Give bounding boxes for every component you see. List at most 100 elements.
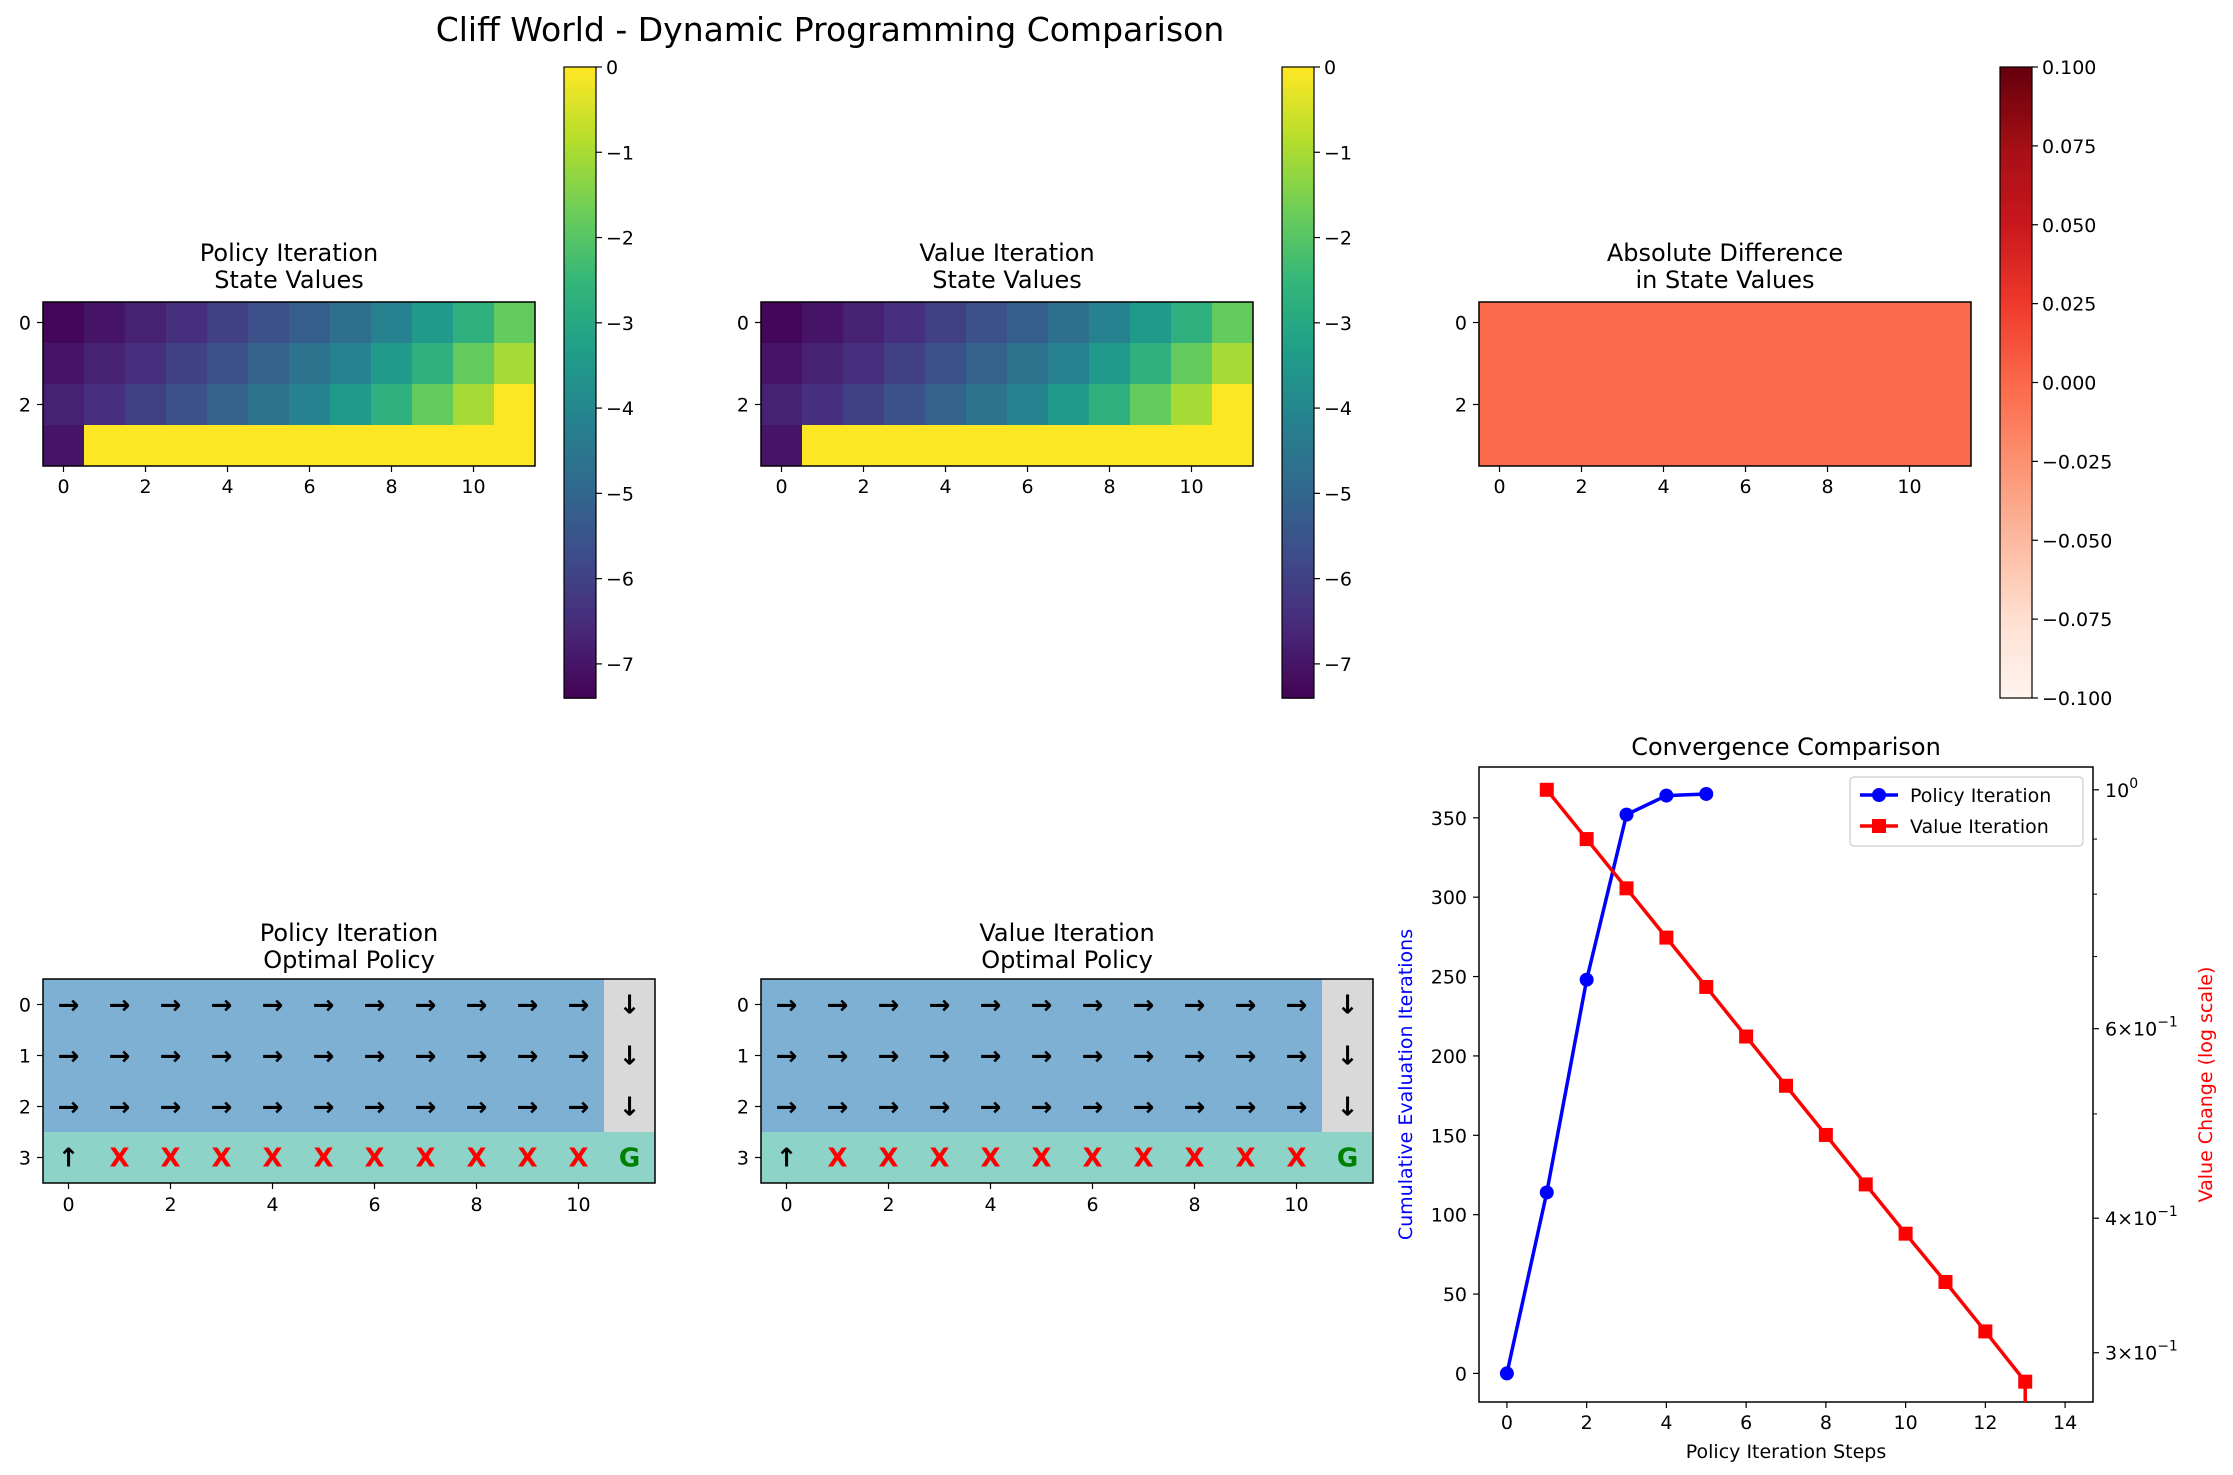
policy-cell — [94, 1030, 146, 1082]
heatmap-cell — [1643, 425, 1685, 467]
colorbar-segment — [2000, 303, 2032, 310]
colorbar-segment — [1282, 414, 1314, 421]
policy-cell — [43, 1081, 95, 1133]
colorbar-segment — [564, 135, 596, 142]
colorbar-segment — [1282, 445, 1314, 452]
colorbar-segment — [1282, 319, 1314, 326]
policy-cell — [451, 1030, 503, 1082]
legend-marker — [1872, 788, 1886, 802]
y-tick-label: 3 — [737, 1148, 749, 1170]
policy-cell — [604, 1030, 656, 1082]
policy-cell — [1067, 1030, 1119, 1082]
heatmap-cell — [1089, 302, 1131, 344]
policy-arrow: → — [827, 1042, 849, 1072]
colorbar-segment — [1282, 408, 1314, 415]
colorbar-segment — [1282, 109, 1314, 116]
policy-arrow: → — [1082, 1042, 1104, 1072]
colorbar-segment — [1282, 272, 1314, 279]
policy-cell — [965, 1081, 1017, 1133]
colorbar-segment — [564, 550, 596, 557]
policy-arrow: → — [1082, 1093, 1104, 1123]
policy-arrow: → — [827, 1093, 849, 1123]
cliff-marker: X — [466, 1144, 486, 1174]
colorbar-segment — [1282, 356, 1314, 363]
heatmap-cell — [412, 425, 454, 467]
colorbar-segment — [564, 571, 596, 578]
heatmap-cell — [802, 384, 844, 426]
heatmap-cell — [412, 343, 454, 385]
data-point — [1659, 930, 1674, 945]
policy-cell — [1169, 1132, 1221, 1184]
colorbar-segment — [2000, 361, 2032, 368]
colorbar-segment — [1282, 450, 1314, 457]
colorbar-segment — [564, 624, 596, 631]
colorbar-segment — [1282, 77, 1314, 84]
x-tick-label: 6 — [1021, 476, 1033, 498]
colorbar-segment — [2000, 377, 2032, 384]
policy-cell — [94, 1132, 146, 1184]
x-tick-label: 8 — [470, 1194, 482, 1216]
colorbar-segment — [2000, 198, 2032, 205]
colorbar-tick-label: −3 — [1324, 313, 1352, 335]
heatmap-cell — [843, 343, 885, 385]
colorbar-segment — [564, 661, 596, 668]
colorbar-segment — [1282, 640, 1314, 647]
policy-cell — [196, 979, 248, 1031]
policy-cell — [553, 979, 605, 1031]
x-tick-label: 0 — [1501, 1412, 1513, 1434]
colorbar-segment — [1282, 82, 1314, 89]
policy-cell — [1067, 1132, 1119, 1184]
policy-cell — [1220, 1081, 1272, 1133]
colorbar-segment — [564, 629, 596, 636]
colorbar-segment — [2000, 450, 2032, 457]
colorbar-tick-label: −1 — [1324, 142, 1352, 164]
heatmap-frame — [760, 301, 1254, 467]
colorbar-segment — [2000, 193, 2032, 200]
heatmap-cell — [494, 343, 536, 385]
heatmap-cell — [84, 425, 126, 467]
convergence-comparison-chart: Convergence Comparison 0 2 4 6 8 10 12 14 0 50 100 1… — [1395, 733, 2217, 1463]
policy-arrow: → — [160, 1042, 182, 1072]
colorbar-segment — [2000, 582, 2032, 589]
colorbar-segment — [2000, 561, 2032, 568]
colorbar-tick-label: 0 — [606, 57, 618, 79]
colorbar-segment — [1282, 403, 1314, 410]
cliff-marker: X — [827, 1144, 847, 1174]
heatmap-cell — [884, 425, 926, 467]
policy-cell — [400, 979, 452, 1031]
policy-cell — [1067, 979, 1119, 1031]
policy-arrow: ↑ — [776, 1144, 798, 1174]
policy-arrow: → — [980, 1042, 1002, 1072]
heatmap-cell — [1889, 384, 1931, 426]
colorbar-segment — [564, 335, 596, 342]
policy-arrow: → — [109, 991, 131, 1021]
colorbar-segment — [2000, 687, 2032, 694]
heatmap-cell — [1212, 425, 1254, 467]
colorbar-segment — [1282, 435, 1314, 442]
colorbar-segment — [564, 172, 596, 179]
colorbar-segment — [2000, 324, 2032, 331]
colorbar-segment — [1282, 235, 1314, 242]
value-iteration-policy-grid: Value Iteration Optimal Policy → → → → → → → → → → →… — [737, 919, 1374, 1216]
colorbar-segment — [1282, 393, 1314, 400]
colorbar-segment — [2000, 77, 2032, 84]
colorbar-segment — [2000, 82, 2032, 89]
colorbar-segment — [1282, 324, 1314, 331]
policy-cell — [1271, 1030, 1323, 1082]
heatmap-cell — [1561, 425, 1603, 467]
policy-cell — [1322, 1030, 1374, 1082]
colorbar-segment — [2000, 619, 2032, 626]
cliff-marker: X — [517, 1144, 537, 1174]
heatmap-cell — [289, 384, 331, 426]
colorbar-segment — [564, 282, 596, 289]
data-point — [1739, 1029, 1754, 1044]
colorbar-segment — [2000, 272, 2032, 279]
policy-arrow: ↓ — [1337, 1093, 1359, 1123]
colorbar-segment — [1282, 193, 1314, 200]
colorbar-tick-label: −5 — [1324, 483, 1352, 505]
policy-arrow: → — [827, 991, 849, 1021]
heatmap-cell — [1643, 343, 1685, 385]
policy-arrow: → — [58, 1093, 80, 1123]
policy-cell — [1118, 979, 1170, 1031]
y-tick-label: 250 — [1431, 967, 1467, 989]
